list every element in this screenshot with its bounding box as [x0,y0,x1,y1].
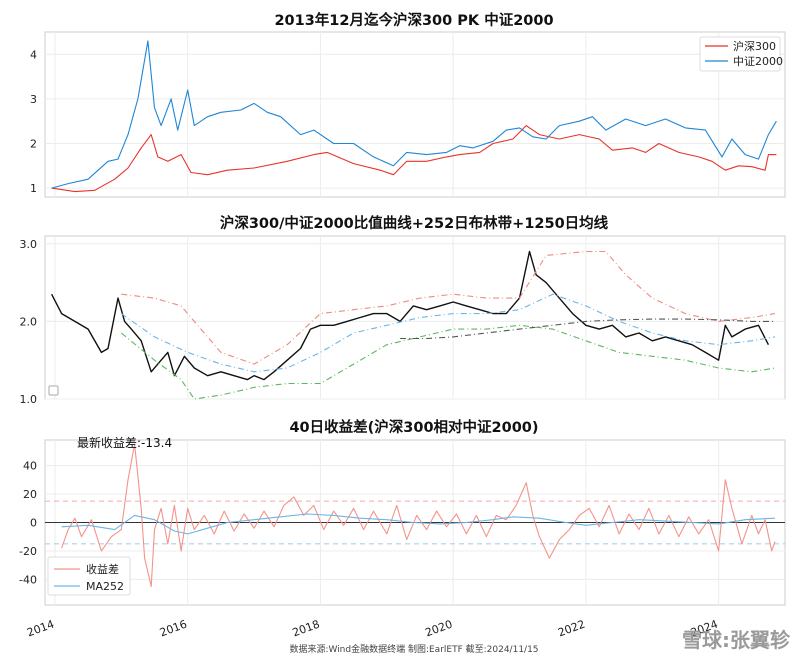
ytick-label-1: -20 [19,545,37,558]
panel1-frame [44,31,786,198]
ytick-label-3: 4 [30,48,37,61]
panel2-frame [44,235,786,400]
panel2-yticks: 1.0 2.0 3.0 [20,238,38,406]
panel-cumulative: 2013年12月迄今沪深300 PK 中证2000 1 2 3 4 沪深300 中证2… [30,11,786,198]
xtick-label-3: 2020 [423,618,454,640]
xtick-label-0: 2014 [25,618,56,640]
ytick-label-0: -40 [19,573,37,586]
ytick-label-2: 3 [30,93,37,106]
source-footer: 数据来源:Wind金融数据终端 制图:EarlETF 截至:2024/11/15 [289,643,538,655]
ytick-label-3: 20 [23,488,37,501]
panel2-legend-box [48,385,59,396]
panel1-series [51,40,777,193]
ytick-label-1: 2.0 [20,315,38,328]
series-line-lower [120,324,776,400]
panel2-series [50,250,776,400]
ytick-label-0: 1.0 [20,393,38,406]
series-line-s1 [51,40,777,189]
panel-ratio: 沪深300/中证2000比值曲线+252日布林带+1250日均线 1.0 2.0 3… [20,214,786,406]
panel3-title: 40日收益差(沪深300相对中证2000) [289,418,538,436]
series-line-s0 [51,125,777,193]
xtick-label-2: 2018 [291,618,322,640]
ytick-label-0: 1 [30,182,37,195]
x-axis-ticks: 2014 2016 2018 2020 2022 2024 [25,618,719,640]
legend-label-ma252: MA252 [86,580,124,593]
watermark: 雪球:张翼轸 [682,628,791,652]
ytick-label-1: 2 [30,137,37,150]
series-line-ma1250 [400,318,775,340]
panel3-legend: 收益差 MA252 [47,556,131,596]
xtick-label-4: 2022 [556,618,587,640]
series-line-ratio [50,250,770,381]
panel-spread: 40日收益差(沪深300相对中证2000) -40 -20 0 20 40 最新收益差:… [19,418,786,640]
series-line-upper [121,250,776,365]
panel2-title: 沪深300/中证2000比值曲线+252日布林带+1250日均线 [220,214,609,232]
panel1-grid [45,32,785,197]
legend-label-zz2000: 中证2000 [733,55,783,68]
panel3-series [61,443,776,588]
panel1-yticks: 1 2 3 4 [30,48,37,195]
series-line-s1 [61,513,776,535]
latest-spread-annotation: 最新收益差:-13.4 [77,435,172,450]
panel1-title: 2013年12月迄今沪深300 PK 中证2000 [274,11,553,29]
panel3-yticks: -40 -20 0 20 40 [19,460,37,587]
legend-label-spread: 收益差 [86,562,119,576]
ytick-label-2: 3.0 [20,238,38,251]
ytick-label-2: 0 [30,517,37,530]
series-line-mid [120,293,776,373]
panel2-grid [45,236,785,400]
ytick-label-4: 40 [23,460,37,473]
legend-label-hs300: 沪深300 [733,39,776,53]
panel1-legend: 沪深300 中证2000 [699,36,783,72]
xtick-label-1: 2016 [158,618,189,640]
